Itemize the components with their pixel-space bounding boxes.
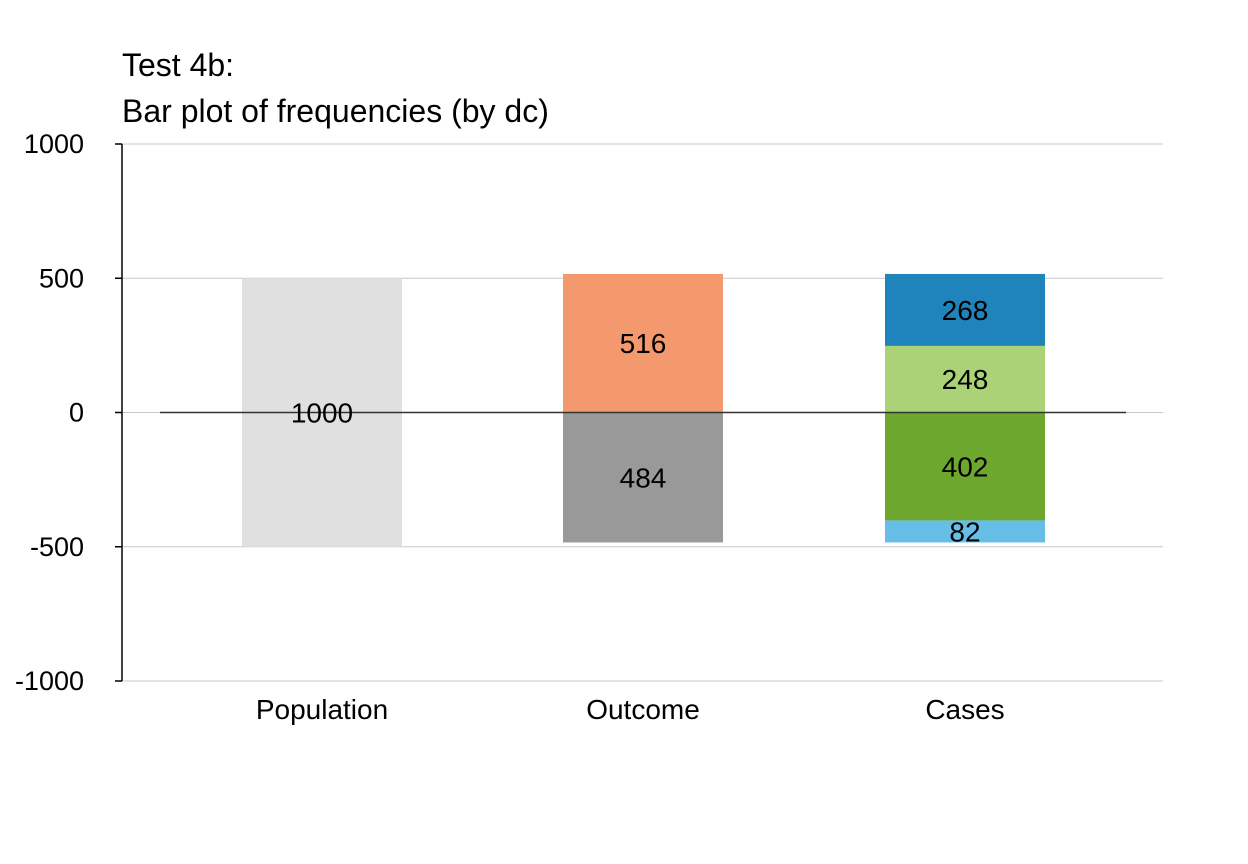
data-label: 484: [620, 462, 667, 493]
bar-segment: [563, 273, 723, 413]
data-label: 516: [620, 328, 667, 359]
bar-segment: [563, 412, 723, 543]
category-label: Outcome: [586, 694, 700, 725]
category-label: Population: [256, 694, 388, 725]
data-label: 82: [949, 516, 980, 547]
bar-segment: [885, 412, 1045, 521]
bar-segment: [885, 345, 1045, 413]
data-label: 402: [942, 451, 989, 482]
data-label: 1000: [291, 398, 353, 429]
y-tick-label: 0: [69, 398, 84, 428]
chart-subtitle: Bar plot of frequencies (by dc): [122, 93, 549, 129]
bar-segment: [885, 520, 1045, 543]
bar-segment: [885, 273, 1045, 346]
bars: [242, 273, 1045, 547]
data-labels: 1000 516 484 268 248 402 82: [291, 295, 989, 548]
y-tick-label: 1000: [24, 129, 84, 159]
y-axis: 1000 500 0 -500 -1000: [15, 129, 123, 696]
category-label: Cases: [925, 694, 1004, 725]
y-tick-label: -1000: [15, 666, 84, 696]
y-tick-label: 500: [39, 263, 84, 293]
y-tick-label: -500: [30, 532, 84, 562]
data-label: 248: [942, 364, 989, 395]
data-label: 268: [942, 295, 989, 326]
x-axis-labels: Population Outcome Cases: [256, 694, 1005, 725]
chart-title: Test 4b:: [122, 47, 234, 83]
